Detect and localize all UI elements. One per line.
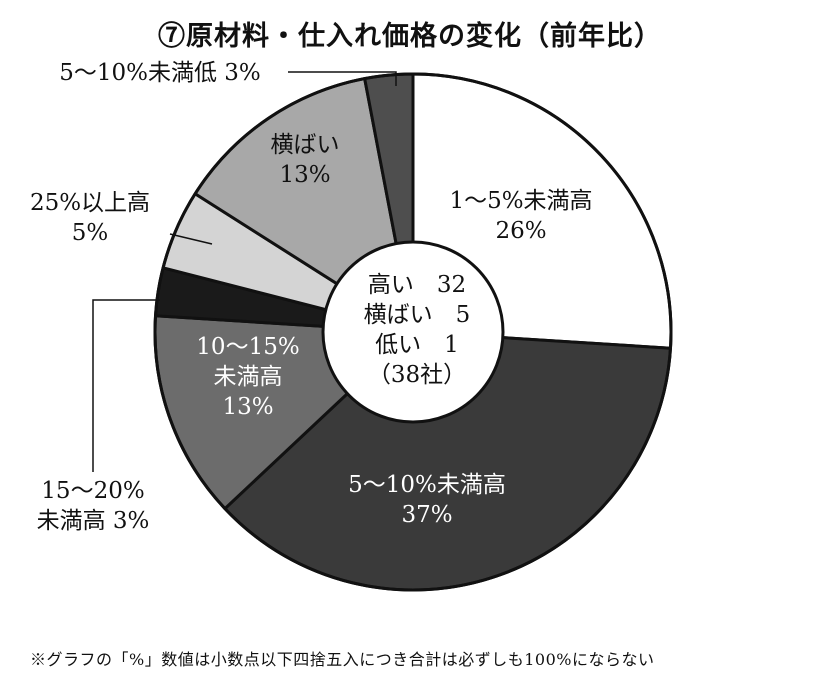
slice-label-5: 25%以上高	[30, 190, 150, 216]
slice-label-5: 5%	[72, 220, 109, 246]
slice-label-3: 未満高	[214, 364, 283, 390]
slice-label-6: 横ばい	[271, 132, 340, 158]
slice-label-1: 26%	[495, 218, 546, 244]
slice-label-4: 15〜20%	[41, 478, 144, 504]
leader-line-5	[169, 233, 213, 245]
pie-outline	[153, 72, 673, 592]
pie-center-hole	[321, 240, 505, 424]
slice-label-6: 13%	[279, 162, 330, 188]
center-summary-line: 低い 1	[375, 332, 459, 358]
center-summary-line: 横ばい 5	[364, 302, 471, 328]
slice-label-7: 5〜10%未満低 3%	[59, 60, 261, 86]
footnote: ※グラフの「%」数値は小数点以下四捨五入につき合計は必ずしも100%にならない	[30, 650, 655, 669]
slice-label-2: 37%	[401, 502, 452, 528]
center-summary-line: 高い 32	[368, 272, 466, 298]
slice-label-1: 1〜5%未満高	[449, 188, 592, 214]
leader-line-7	[288, 71, 397, 86]
leader-line-4	[92, 299, 160, 472]
center-total: （38社）	[368, 362, 466, 388]
chart-title: ⑦原材料・仕入れ価格の変化（前年比）	[158, 21, 662, 52]
slice-label-4: 未満高 3%	[37, 508, 150, 534]
slice-label-3: 10〜15%	[196, 334, 299, 360]
slice-label-2: 5〜10%未満高	[348, 472, 506, 498]
slice-label-3: 13%	[222, 394, 273, 420]
